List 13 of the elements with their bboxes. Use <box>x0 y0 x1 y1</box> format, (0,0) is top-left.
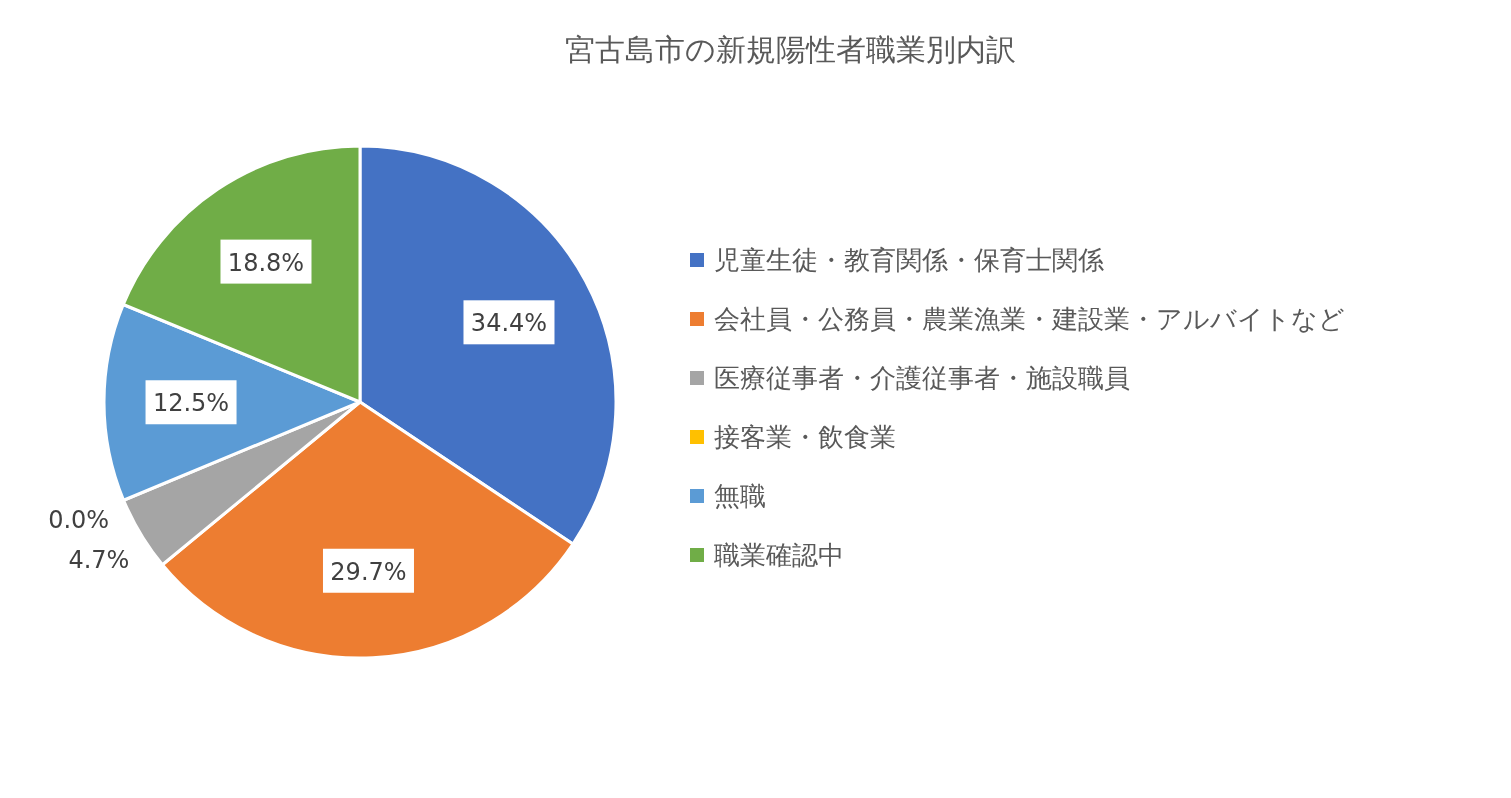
legend-label: 児童生徒・教育関係・保育士関係 <box>714 245 1104 275</box>
text: 0.0% <box>48 505 110 534</box>
legend-label: 医療従事者・介護従事者・施設職員 <box>714 363 1130 393</box>
legend-label: 接客業・飲食業 <box>714 422 896 452</box>
legend-label: 会社員・公務員・農業漁業・建設業・アルバイトなど <box>714 304 1345 334</box>
data-label: 34.4% <box>470 309 548 338</box>
legend-label: 無職 <box>714 481 766 511</box>
data-label: 12.5% <box>152 389 230 418</box>
data-label: 18.8% <box>227 248 305 277</box>
legend-label: 職業確認中 <box>714 540 844 570</box>
chart-title: 宮古島市の新規陽性者職業別内訳 <box>564 32 1016 67</box>
data-label: 29.7% <box>330 557 407 586</box>
data-label: 4.7% <box>68 545 130 574</box>
